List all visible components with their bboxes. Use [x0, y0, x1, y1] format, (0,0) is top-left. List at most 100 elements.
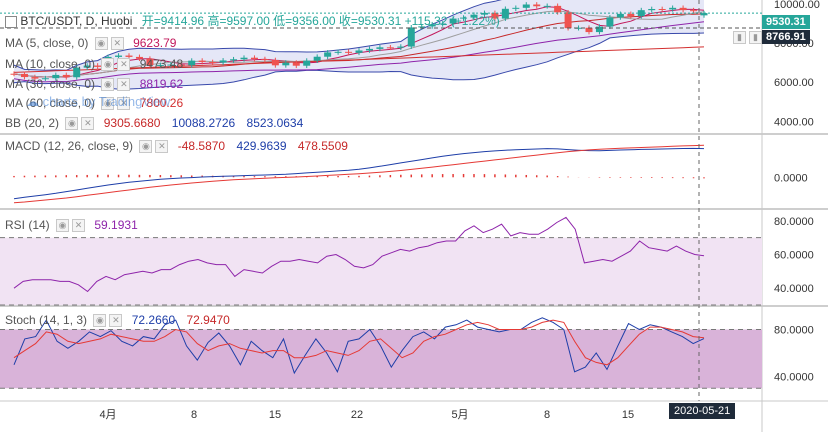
- candle-body: [219, 60, 227, 63]
- candle-body: [658, 8, 666, 10]
- legend-ma5-label: MA (5, close, 0): [5, 36, 89, 50]
- close-icon[interactable]: ✕: [117, 97, 131, 111]
- legend-ma5[interactable]: MA (5, close, 0) ◉ ✕ 9623.79: [5, 36, 176, 51]
- close-icon[interactable]: ✕: [72, 219, 86, 233]
- legend-macd[interactable]: MACD (12, 26, close, 9) ◉ ✕ -48.5870 429.…: [5, 139, 348, 154]
- legend-rsi-value: 59.1931: [94, 218, 138, 232]
- candle-body: [167, 64, 175, 66]
- candle-body: [648, 8, 656, 11]
- settings-icon[interactable]: ▮: [749, 31, 762, 45]
- price-tick-label: 6000.00: [774, 77, 814, 89]
- rsi-tick-label: 60.0000: [774, 249, 814, 261]
- eye-icon[interactable]: ◉: [101, 58, 115, 72]
- legend-stoch[interactable]: Stoch (14, 1, 3) ◉ ✕ 72.2660 72.9470: [5, 313, 230, 328]
- eye-icon[interactable]: ◉: [56, 219, 70, 233]
- legend-stoch-d: 72.9470: [186, 313, 230, 327]
- eye-icon[interactable]: ◉: [94, 37, 108, 51]
- close-icon[interactable]: ✕: [117, 58, 131, 72]
- candle-body: [135, 56, 143, 59]
- lock-icon[interactable]: ▮: [733, 31, 746, 45]
- price-tick-label: 4000.00: [774, 116, 814, 128]
- time-tick-label: 22: [351, 409, 363, 421]
- candle-body: [522, 4, 530, 8]
- candle-body: [324, 52, 332, 57]
- time-tick-label: 5月: [451, 409, 468, 421]
- candle-body: [491, 12, 499, 19]
- legend-ma10-value: 9473.48: [139, 57, 184, 71]
- candle-body: [595, 26, 603, 33]
- time-tick-label: 8: [191, 409, 197, 421]
- candle-body: [428, 24, 436, 27]
- candle-body: [292, 62, 300, 66]
- legend-ma60-value: 7800.26: [139, 96, 184, 110]
- candle-body: [512, 7, 520, 9]
- macd-line: [13, 147, 705, 200]
- time-tick-label: 15: [269, 409, 281, 421]
- candle-body: [271, 60, 279, 66]
- candle-body: [303, 60, 311, 66]
- close-icon[interactable]: ✕: [109, 314, 123, 328]
- legend-ma10[interactable]: MA (10, close, 0) ◉ ✕ 9473.48: [5, 57, 184, 72]
- rsi-tick-label: 40.0000: [774, 283, 814, 295]
- time-tick-label: 4月: [99, 409, 116, 421]
- candle-body: [460, 17, 468, 19]
- eye-icon[interactable]: ◉: [139, 140, 153, 154]
- candle-body: [188, 60, 196, 66]
- bb-upper-line: [13, 0, 502, 71]
- collapse-icon[interactable]: [5, 15, 17, 28]
- candle-body: [355, 50, 363, 53]
- ma-price-label: 8766.91: [762, 30, 810, 44]
- rsi-band-fill: [0, 237, 762, 305]
- candle-body: [407, 27, 415, 47]
- legend-ma30[interactable]: MA (30, close, 0) ◉ ✕ 8819.62: [5, 77, 183, 92]
- eye-icon[interactable]: ◉: [101, 97, 115, 111]
- close-icon[interactable]: ✕: [81, 117, 95, 131]
- legend-ma60-label: MA (60, close, 0): [5, 96, 96, 110]
- legend-ma10-label: MA (10, close, 0): [5, 57, 96, 71]
- candle-body: [669, 7, 677, 10]
- rsi-line: [13, 216, 705, 293]
- candle-body: [365, 48, 373, 51]
- legend-macd-label: MACD (12, 26, close, 9): [5, 139, 134, 153]
- time-tick-label: 8: [544, 409, 550, 421]
- candle-body: [376, 47, 384, 49]
- candle-body: [282, 62, 290, 66]
- candle-body: [198, 60, 206, 63]
- close-icon[interactable]: ✕: [155, 140, 169, 154]
- candle-body: [62, 74, 70, 78]
- candle-body: [261, 59, 269, 61]
- legend-macd-signal: 478.5509: [297, 139, 348, 153]
- close-icon[interactable]: ✕: [110, 37, 124, 51]
- candle-body: [250, 57, 258, 60]
- eye-icon[interactable]: ◉: [65, 117, 79, 131]
- price-tick-label: 10000.00: [774, 0, 820, 11]
- ma30-line: [13, 21, 705, 83]
- rsi-tick-label: 80.0000: [774, 216, 814, 228]
- legend-ma60[interactable]: MA (60, close, 0) ◉ ✕ 7800.26: [5, 96, 184, 111]
- macd-tick-label: 0.0000: [774, 172, 808, 184]
- legend-bb-upper: 10088.2726: [171, 116, 236, 130]
- candle-body: [20, 73, 28, 78]
- legend-bb-lower: 8523.0634: [246, 116, 304, 130]
- candle-body: [177, 64, 185, 66]
- time-tick-label: 15: [622, 409, 634, 421]
- legend-bb-basis: 9305.6680: [103, 116, 161, 130]
- eye-icon[interactable]: ◉: [101, 78, 115, 92]
- eye-icon[interactable]: ◉: [93, 314, 107, 328]
- stoch-tick-label: 80.0000: [774, 325, 814, 337]
- legend-rsi-label: RSI (14): [5, 218, 50, 232]
- candle-body: [52, 74, 60, 79]
- candle-body: [345, 51, 353, 53]
- crosshair-date-label: 2020-05-21: [669, 403, 736, 419]
- candle-body: [240, 57, 248, 60]
- watermark: ☁ charts by TradingView: [26, 95, 170, 109]
- legend-rsi[interactable]: RSI (14) ◉ ✕ 59.1931: [5, 218, 138, 233]
- candle-body: [679, 7, 687, 11]
- candle-body: [449, 18, 457, 24]
- legend-bb[interactable]: BB (20, 2) ◉ ✕ 9305.6680 10088.2726 8523.…: [5, 116, 304, 131]
- macd-signal-line: [13, 144, 705, 204]
- scale-buttons[interactable]: ▮ ▮: [730, 30, 762, 45]
- close-icon[interactable]: ✕: [117, 78, 131, 92]
- candle-body: [10, 73, 18, 75]
